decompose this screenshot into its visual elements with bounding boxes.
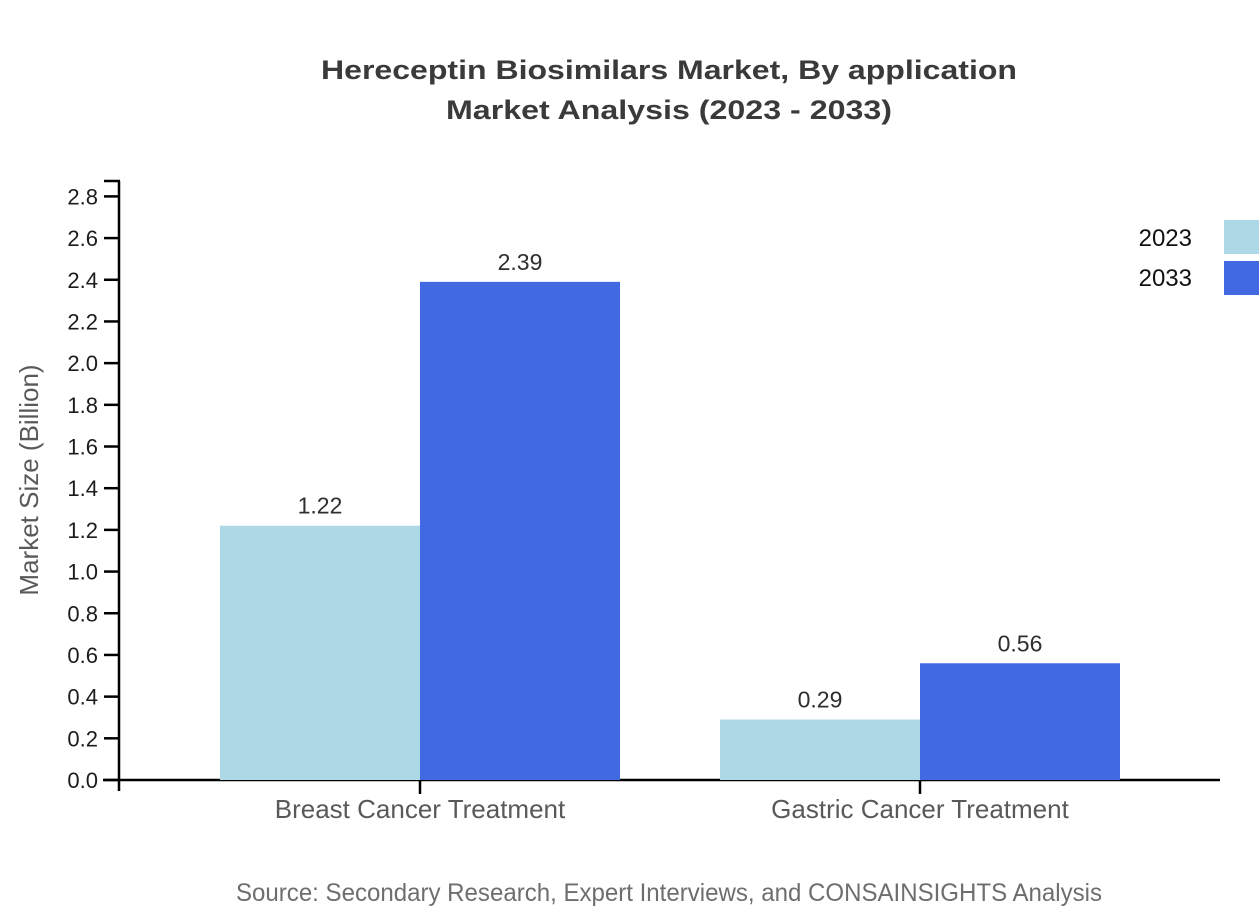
y-tick-label: 0.4	[67, 685, 98, 710]
labels-layer: Breast Cancer Treatment 1.22 2.39 Gastric C…	[275, 249, 1070, 824]
y-tick-label: 0.2	[67, 726, 98, 751]
source-note: Source: Secondary Research, Expert Inter…	[236, 879, 1102, 907]
y-tick-label: 0.6	[67, 643, 98, 668]
bar-2023-breast-cancer-treatment	[220, 525, 420, 780]
bar-value-label: 0.29	[798, 687, 843, 713]
bar-value-label: 0.56	[998, 630, 1043, 656]
y-axis-title: Market Size (Billion)	[14, 364, 44, 595]
y-tick-label: 1.4	[67, 476, 98, 501]
y-tick-label: 1.6	[67, 435, 98, 460]
axis-ticks-layer: 0.0 0.2 0.4 0.6 0.8 1.0 1.2 1.4 1.6 1.8 2.0 2.2 2.4 2…	[67, 184, 922, 794]
bar-value-label: 1.22	[298, 493, 343, 519]
y-tick-label: 2.6	[67, 226, 98, 251]
chart-title-line1: Hereceptin Biosimilars Market, By applic…	[321, 55, 1017, 85]
bars-layer	[220, 281, 1120, 780]
y-tick-label: 0.8	[67, 601, 98, 626]
bar-value-label: 2.39	[498, 249, 543, 275]
y-tick-label: 0.0	[67, 768, 98, 793]
y-tick-label: 1.8	[67, 393, 98, 418]
legend-swatch-2033	[1224, 261, 1259, 295]
y-tick-label: 2.8	[67, 184, 98, 209]
y-tick-label: 1.0	[67, 560, 98, 585]
y-tick-label: 2.0	[67, 351, 98, 376]
chart-title-line2: Market Analysis (2023 - 2033)	[446, 95, 892, 125]
legend-swatch-2023	[1224, 220, 1259, 254]
x-category-label: Breast Cancer Treatment	[275, 794, 566, 824]
y-tick-label: 2.4	[67, 268, 98, 293]
legend-layer: 2023 2033	[1139, 220, 1259, 295]
y-tick-label: 2.2	[67, 309, 98, 334]
legend-label-2023: 2023	[1139, 225, 1192, 252]
bar-2023-gastric-cancer-treatment	[720, 719, 920, 780]
legend-label-2033: 2033	[1139, 265, 1192, 292]
y-tick-label: 1.2	[67, 518, 98, 543]
x-category-label: Gastric Cancer Treatment	[771, 794, 1069, 824]
bar-2033-gastric-cancer-treatment	[920, 663, 1120, 780]
bar-2033-breast-cancer-treatment	[420, 281, 620, 780]
